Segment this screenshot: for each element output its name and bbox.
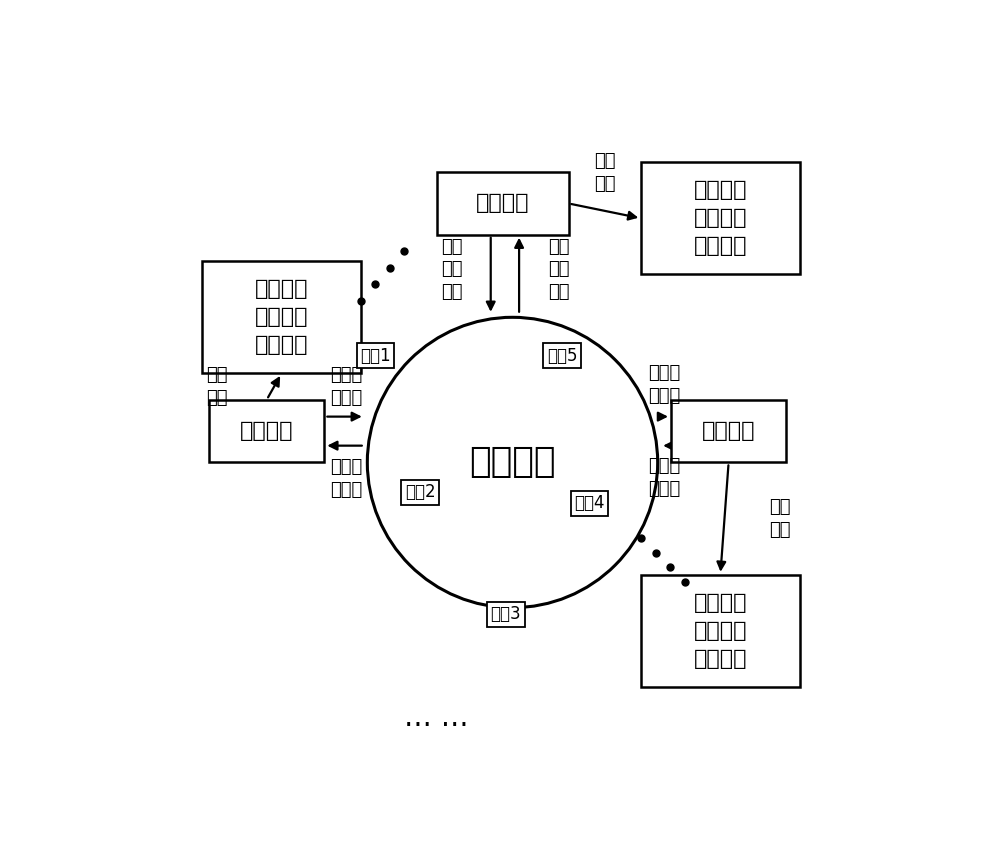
FancyBboxPatch shape xyxy=(671,399,786,463)
FancyBboxPatch shape xyxy=(641,575,800,686)
Text: 子模块一: 子模块一 xyxy=(476,194,529,213)
Text: 订阅参
数信息: 订阅参 数信息 xyxy=(330,458,362,499)
Text: 参数2: 参数2 xyxy=(405,483,435,501)
Text: 参数3: 参数3 xyxy=(491,605,521,623)
Text: 接收参数
所在页面
列表信息: 接收参数 所在页面 列表信息 xyxy=(694,180,747,256)
Text: 发布参
数信息: 发布参 数信息 xyxy=(330,367,362,407)
Text: 参数5: 参数5 xyxy=(547,346,577,364)
Text: 子模块三: 子模块三 xyxy=(702,421,755,441)
Text: 接收参数
所在页面
列表信息: 接收参数 所在页面 列表信息 xyxy=(255,279,308,356)
Text: 订阅参
数信息: 订阅参 数信息 xyxy=(648,364,680,405)
Text: 接收参数
所在页面
列表信息: 接收参数 所在页面 列表信息 xyxy=(694,593,747,668)
Text: 信息
校验: 信息 校验 xyxy=(206,366,228,407)
Text: 参数1: 参数1 xyxy=(360,346,391,364)
Text: 发布
参数
信息: 发布 参数 信息 xyxy=(441,237,463,302)
FancyBboxPatch shape xyxy=(437,172,569,235)
Text: 发布参
数信息: 发布参 数信息 xyxy=(648,457,680,498)
FancyBboxPatch shape xyxy=(202,261,361,374)
Text: … …: … … xyxy=(404,704,469,732)
Text: 信息
校验: 信息 校验 xyxy=(594,152,616,193)
FancyBboxPatch shape xyxy=(641,162,800,274)
Text: 参数4: 参数4 xyxy=(574,494,605,512)
Text: 系统总线: 系统总线 xyxy=(469,446,556,479)
Text: 订阅
参数
信息: 订阅 参数 信息 xyxy=(548,237,569,302)
Text: 子模块二: 子模块二 xyxy=(240,421,293,441)
FancyBboxPatch shape xyxy=(209,399,324,463)
Text: 信息
校验: 信息 校验 xyxy=(769,498,791,539)
